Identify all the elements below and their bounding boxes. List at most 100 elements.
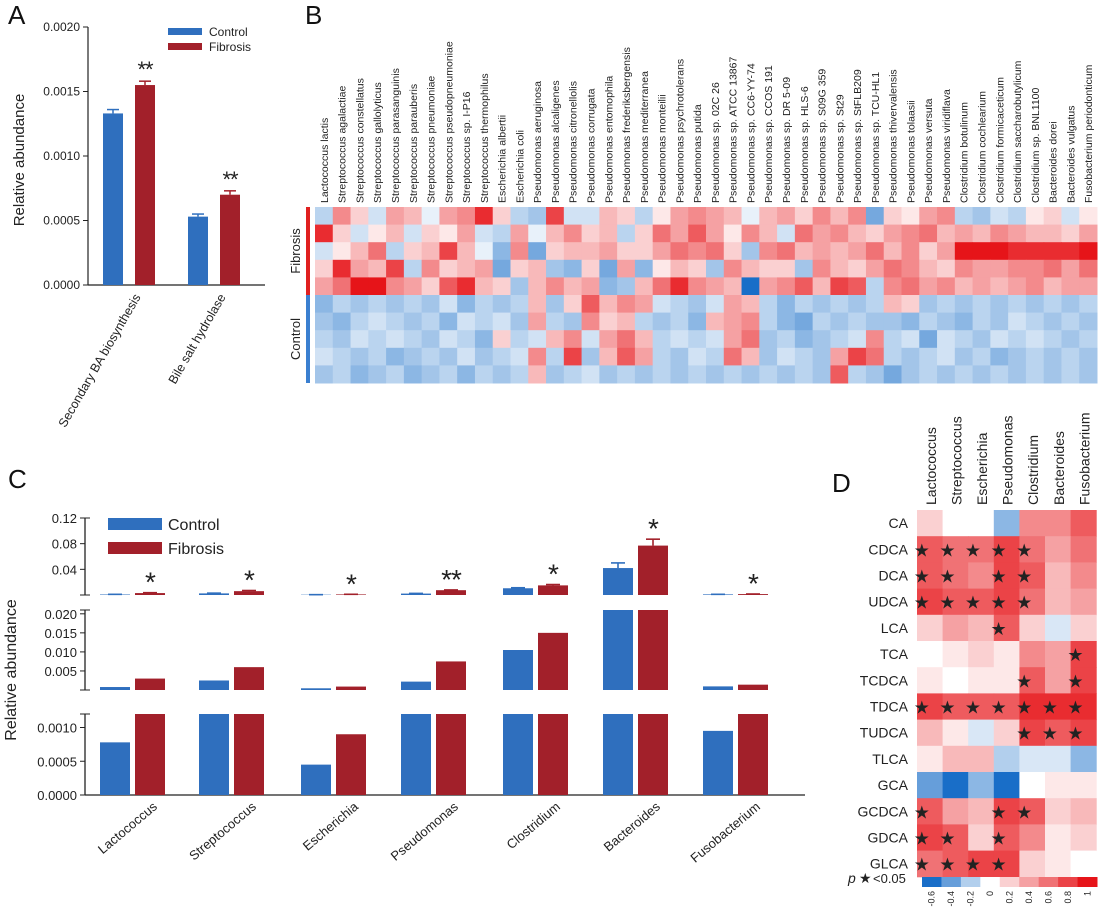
panel-c-ytick-label: 0.0010 [37,721,77,736]
panel-a-letter: A [8,0,26,30]
panel-b-cell [1008,242,1027,261]
panel-b-cell [830,277,849,296]
panel-c-bar-control [401,593,431,595]
panel-b-cell [528,277,547,296]
panel-d-cell [1019,745,1046,773]
panel-b-cell [990,295,1009,314]
panel-b-cell [315,295,334,314]
panel-b-cell [723,224,743,243]
panel-d-scale-tick: -0.4 [946,891,956,907]
panel-b-cell [688,277,707,296]
panel-d-significance-star: ★ [939,855,955,875]
panel-b-cell [706,330,725,349]
panel-d-cell [1070,850,1097,878]
panel-a-ytick-label: 0.0015 [43,85,80,99]
panel-b-species-label: Escherichia albertii [497,115,509,203]
panel-b-cell [706,295,725,314]
panel-b-cell [474,365,494,384]
panel-b-cell [474,330,494,349]
panel-d-significance-star: ★ [939,698,955,718]
panel-b-cell [723,207,743,226]
panel-b-cell [777,207,796,226]
panel-c-bar-fibrosis [234,591,264,595]
panel-b-species-label: Pseudomonas monteilii [657,94,669,203]
panel-d-cell [1070,588,1097,616]
panel-b-cell [723,259,743,278]
panel-b-cell [510,277,529,296]
panel-b-cell [1025,277,1045,296]
panel-b-cell [972,259,991,278]
panel-c-category-label: Fusobacterium [687,799,763,866]
panel-d-cell [993,719,1020,747]
panel-d-significance-star: ★ [1042,698,1058,718]
panel-b-cell [759,295,778,314]
panel-b-cell [1025,347,1045,366]
panel-d-significance-star: ★ [965,855,981,875]
panel-b-cell [937,224,956,243]
panel-b-cell [741,295,760,314]
panel-b-cell [368,277,387,296]
panel-a-bar-control [103,113,123,286]
panel-b-cell [1008,259,1027,278]
panel-b-cell [901,330,920,349]
panel-b-cell [581,207,600,226]
panel-b-cell [332,295,352,314]
panel-b-species-label: Clostridium botulinum [959,102,971,203]
panel-b-cell [954,224,974,243]
panel-b-cell [972,207,991,226]
panel-c-ylabel: Relative abundance [3,599,20,741]
panel-b-cell [617,312,636,331]
panel-c-category-label: Escherichia [300,798,362,853]
panel-b-species-label: Pseudomonas sp. DR 5-09 [781,77,793,203]
panel-b-cell [403,207,423,226]
panel-b-cell [350,242,369,261]
panel-b-cell [919,312,938,331]
panel-b-cell [510,330,529,349]
panel-b-cell [528,347,547,366]
panel-b-cell [812,259,831,278]
panel-b-cell [741,224,760,243]
panel-d-cell [1019,719,1046,747]
panel-b-cell [723,295,743,314]
panel-c-bar-control [503,588,533,595]
panel-a: A 0.0020 0.0015 0.0010 0.0005 0.0000 ** Secon… [8,0,265,430]
panel-b-cell [777,277,796,296]
panel-c-bar-fibrosis [135,714,165,795]
panel-b-cell [741,242,760,261]
panel-b-cell [688,259,707,278]
panel-b-cell [546,242,565,261]
panel-b-cell [883,365,902,384]
panel-b-cell [706,224,725,243]
panel-b-cell [919,330,938,349]
panel-b-cell [865,207,885,226]
panel-c-legend: Control Fibrosis [108,517,224,558]
panel-b-cell [492,295,511,314]
panel-b-cell [581,347,600,366]
panel-b-species-label: Pseudomonas sp. St29 [834,94,846,203]
panel-d-column-label: Lactococcus [923,427,939,505]
panel-b-cell [972,347,991,366]
panel-b-cell [794,347,814,366]
panel-b-cell [546,224,565,243]
panel-b-cell [901,295,920,314]
panel-b-cell [617,347,636,366]
panel-b-cell [777,295,796,314]
panel-c-bar-control [703,686,733,690]
panel-b-cell [723,242,743,261]
panel-d-cell [968,562,995,590]
panel-b-cell [474,312,494,331]
panel-d-row-label: GLCA [870,856,909,872]
panel-b: B Lactococcus lactis Streptococcus agalac… [288,0,1098,384]
panel-b-cell [332,365,352,384]
panel-d-significance-star: ★ [991,829,1007,849]
panel-d-row-label: TCA [880,646,909,662]
panel-d-cell [1045,850,1072,878]
panel-c-bars: *Lactococcus*Streptococcus*Escherichia**… [95,513,768,866]
panel-b-cell [723,365,743,384]
panel-b-cell [315,207,334,226]
panel-c-legend-control: Control [168,517,220,534]
panel-d-cell [1070,667,1097,694]
panel-a-bar-fibrosis [135,85,155,285]
panel-d-legend-threshold: <0.05 [873,871,906,886]
panel-b-cell [848,365,867,384]
